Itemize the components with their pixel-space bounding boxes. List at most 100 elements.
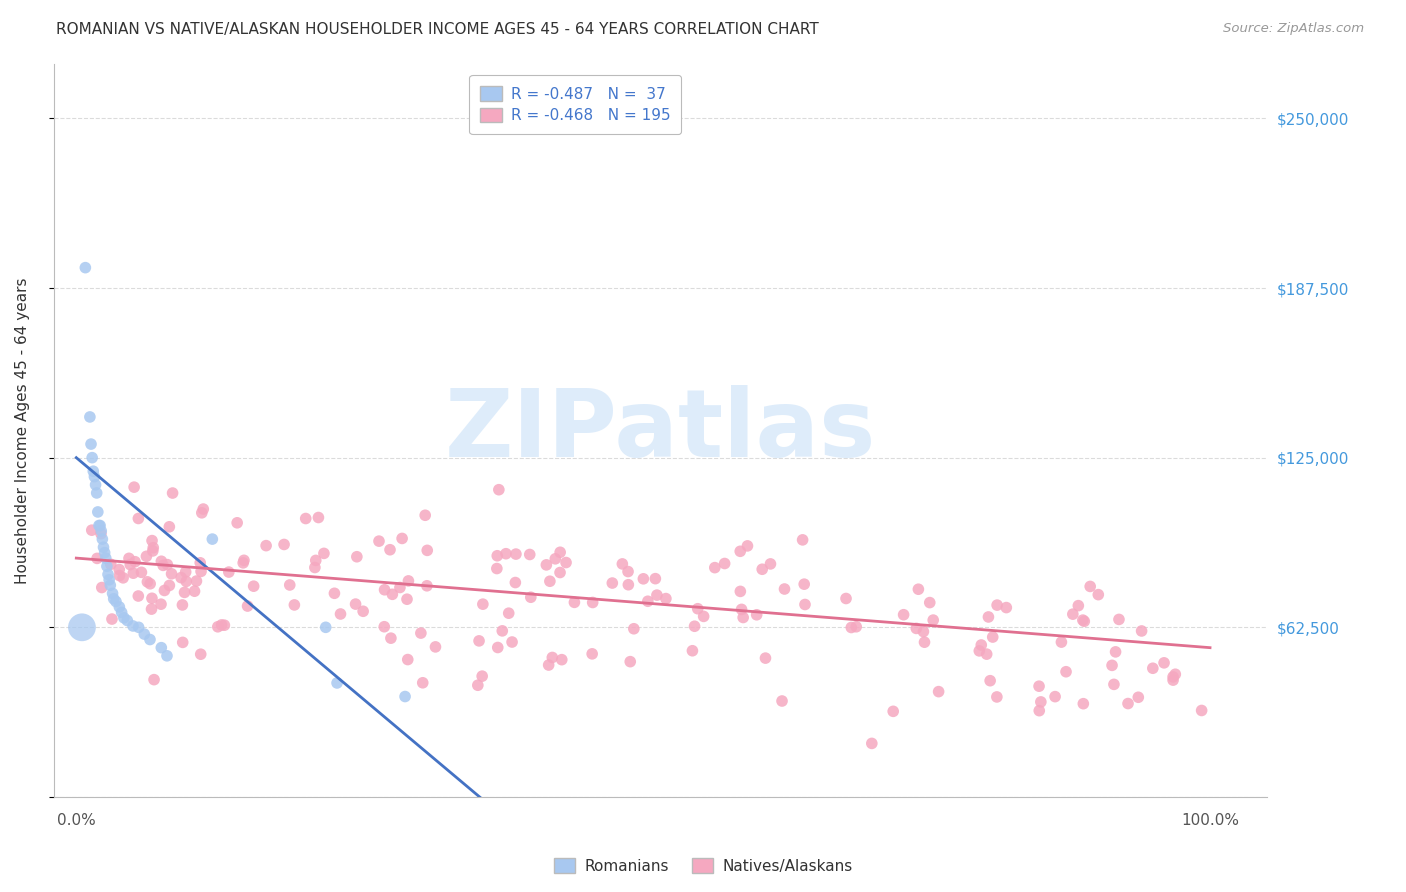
Point [142, 544, 165, 558]
Point [157, 578, 180, 592]
Point [713, 557, 735, 571]
Point [96, 559, 118, 574]
Point [548, 545, 571, 559]
Point [346, 549, 368, 564]
Point [134, 627, 156, 641]
Point [396, 574, 419, 588]
Point [150, 554, 173, 568]
Point [773, 582, 796, 596]
Point [770, 694, 793, 708]
Point [551, 653, 574, 667]
Point [1029, 695, 1052, 709]
Point [471, 669, 494, 683]
Point [1116, 697, 1139, 711]
Point [104, 594, 127, 608]
Legend: R = -0.487   N =  37, R = -0.468   N = 195: R = -0.487 N = 37, R = -0.468 N = 195 [470, 75, 681, 134]
Point [548, 566, 571, 580]
Point [183, 584, 205, 599]
Point [486, 640, 509, 655]
Point [745, 607, 768, 622]
Point [87, 505, 110, 519]
Point [1071, 613, 1094, 627]
Point [1130, 624, 1153, 638]
Point [520, 591, 543, 605]
Point [186, 574, 208, 588]
Point [86, 486, 108, 500]
Point [112, 611, 135, 625]
Point [1161, 673, 1184, 687]
Point [555, 556, 578, 570]
Point [111, 606, 134, 620]
Point [90, 526, 112, 541]
Point [101, 612, 124, 626]
Point [315, 620, 337, 634]
Point [150, 597, 173, 611]
Point [1050, 635, 1073, 649]
Point [519, 548, 541, 562]
Point [326, 676, 349, 690]
Point [409, 626, 432, 640]
Point [703, 560, 725, 574]
Point [374, 582, 396, 597]
Point [307, 510, 329, 524]
Point [87, 518, 110, 533]
Point [152, 558, 174, 573]
Text: ZIPatlas: ZIPatlas [444, 384, 876, 476]
Point [794, 598, 817, 612]
Point [127, 589, 149, 603]
Point [193, 502, 215, 516]
Point [486, 549, 509, 563]
Point [381, 587, 404, 601]
Point [112, 571, 135, 585]
Point [139, 632, 162, 647]
Point [191, 506, 214, 520]
Point [124, 555, 146, 569]
Point [912, 624, 935, 639]
Point [329, 607, 352, 621]
Point [80, 437, 103, 451]
Point [236, 599, 259, 613]
Point [157, 520, 180, 534]
Point [89, 518, 111, 533]
Point [391, 532, 413, 546]
Point [380, 631, 402, 645]
Point [655, 591, 678, 606]
Point [135, 549, 157, 564]
Point [1067, 599, 1090, 613]
Point [156, 648, 179, 663]
Point [233, 553, 256, 567]
Point [142, 541, 165, 555]
Point [537, 658, 560, 673]
Point [468, 633, 491, 648]
Point [619, 655, 641, 669]
Point [75, 260, 97, 275]
Point [174, 574, 197, 589]
Point [413, 508, 436, 523]
Point [733, 610, 755, 624]
Point [995, 600, 1018, 615]
Point [90, 524, 112, 538]
Point [82, 450, 104, 465]
Point [617, 565, 640, 579]
Point [254, 539, 277, 553]
Point [623, 622, 645, 636]
Point [100, 558, 122, 572]
Point [737, 539, 759, 553]
Point [1078, 579, 1101, 593]
Point [120, 558, 142, 572]
Point [218, 565, 240, 579]
Point [139, 576, 162, 591]
Point [845, 620, 868, 634]
Point [201, 532, 224, 546]
Point [1087, 588, 1109, 602]
Point [1142, 661, 1164, 675]
Point [922, 613, 945, 627]
Point [637, 594, 659, 608]
Point [122, 566, 145, 581]
Point [122, 619, 145, 633]
Point [394, 690, 416, 704]
Point [86, 551, 108, 566]
Point [1028, 704, 1050, 718]
Point [979, 673, 1001, 688]
Point [425, 640, 447, 654]
